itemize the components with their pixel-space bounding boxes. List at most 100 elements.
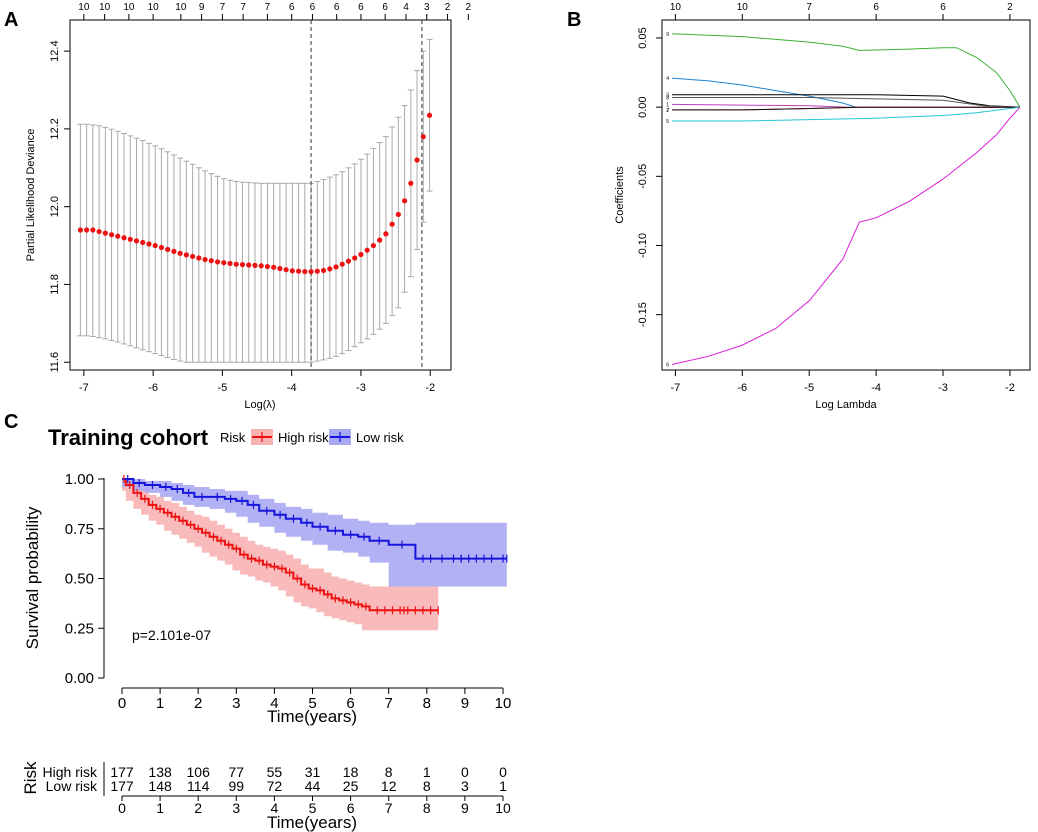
cv-point (296, 268, 302, 274)
y-tick-label: -0.10 (637, 233, 649, 258)
y-tick-label: 1.00 (65, 471, 94, 488)
panel-c-legend: Risk High risk Low risk (220, 429, 404, 445)
cv-point (289, 268, 295, 274)
risk-count-low: 25 (343, 778, 359, 794)
panel-letter-c: C (4, 411, 18, 433)
panel-b-xlabel: Log Lambda (815, 399, 877, 411)
cv-point (339, 261, 345, 267)
risk-count-low: 72 (267, 778, 283, 794)
panel-b-top-axis: 10 10 7 6 6 2 (670, 2, 1013, 20)
risk-table-title: Risk (21, 761, 40, 795)
ci-band-low (122, 479, 507, 587)
cv-point (420, 134, 426, 140)
coef-line-4 (671, 77, 857, 108)
cv-point (190, 253, 196, 260)
y-tick-label: -0.05 (637, 164, 649, 189)
risk-table: Risk High risk Low risk 177 138 106 77 55 31 1… (21, 761, 511, 832)
cv-point (152, 242, 158, 249)
x-tick-label: 10 (495, 695, 512, 712)
risk-x-tick-label: 1 (156, 800, 164, 816)
x-tick-label: -7 (79, 382, 89, 394)
risk-row-label-low: Low risk (46, 778, 98, 794)
top-tick-label: 10 (175, 2, 187, 13)
risk-count-low: 177 (110, 778, 134, 794)
x-tick-label: -3 (938, 382, 948, 394)
top-tick-label: 7 (265, 2, 271, 13)
cv-point (414, 157, 420, 163)
risk-count-high: 31 (305, 764, 321, 780)
panel-c-censor-marks (123, 475, 508, 615)
risk-x-tick-label: 6 (347, 800, 355, 816)
top-tick-label: 10 (123, 2, 135, 13)
top-tick-label: 3 (424, 2, 430, 13)
x-tick-label: 0 (118, 695, 126, 712)
panel-c-ci-bands (122, 479, 507, 631)
risk-x-tick-label: 3 (232, 800, 240, 816)
cv-point (377, 237, 383, 243)
top-tick-label: 2 (445, 2, 451, 13)
panel-a-frame (69, 19, 452, 371)
risk-x-tick-label: 5 (309, 800, 317, 816)
cv-point (358, 251, 364, 258)
panel-b-y-ticks: 0.05 0.00 -0.05 -0.10 -0.15 (637, 27, 662, 327)
top-tick-label: 10 (78, 2, 90, 13)
x-tick-label: -4 (287, 382, 297, 394)
cv-point (352, 255, 358, 261)
y-tick-label: 0.25 (65, 620, 94, 637)
cv-point (345, 258, 352, 264)
y-tick-label: 11.8 (49, 274, 61, 295)
x-tick-label: -2 (1005, 382, 1015, 394)
y-tick-label: 0.00 (637, 96, 649, 117)
top-tick-label: 10 (670, 2, 682, 13)
top-tick-label: 6 (940, 2, 946, 13)
panel-c-xlabel: Time(years) (267, 707, 357, 726)
x-tick-label: 1 (156, 695, 164, 712)
x-tick-label: -2 (425, 382, 435, 394)
survival-curve-low (122, 478, 507, 560)
risk-count-low: 3 (461, 778, 469, 794)
risk-table-x-ticks: 0 1 2 3 4 5 6 7 8 9 10 (118, 796, 511, 816)
risk-count-low: 114 (187, 778, 210, 794)
coef-line-label: 5 (666, 119, 669, 125)
x-tick-label: -5 (218, 382, 228, 394)
panel-c-pvalue: p=2.101e-07 (132, 627, 211, 643)
cv-point (196, 255, 202, 261)
legend-label-low-risk: Low risk (356, 430, 404, 445)
risk-x-tick-label: 9 (461, 800, 469, 816)
risk-x-tick-label: 2 (194, 800, 202, 816)
x-tick-label: 8 (423, 695, 431, 712)
legend-item-low-risk (329, 429, 351, 445)
cv-point (165, 246, 171, 253)
panel-letter-a: A (4, 9, 18, 31)
cv-point (333, 264, 339, 270)
risk-count-high: 8 (385, 764, 393, 780)
cv-point (277, 265, 283, 272)
top-tick-label: 2 (1007, 2, 1013, 13)
x-tick-label: 7 (385, 695, 393, 712)
cv-point (127, 236, 133, 242)
top-tick-label: 6 (334, 2, 340, 13)
coef-line-label: 7 (666, 108, 669, 114)
risk-count-low: 12 (381, 778, 397, 794)
y-tick-label: 0.05 (637, 27, 649, 48)
cv-point (115, 233, 121, 239)
risk-count-high: 55 (267, 764, 283, 780)
cv-point (327, 266, 333, 272)
cv-point (121, 235, 127, 241)
cv-point (408, 180, 414, 186)
risk-count-low: 1 (499, 778, 507, 794)
risk-x-tick-label: 4 (271, 800, 279, 816)
cv-point (102, 230, 108, 236)
cv-point (320, 267, 327, 274)
y-tick-label: 0.75 (65, 521, 94, 538)
coef-line-6 (671, 106, 1021, 365)
cv-point (77, 227, 83, 233)
coef-line-9 (671, 33, 1021, 108)
top-tick-label: 2 (466, 2, 472, 13)
cv-point (140, 239, 146, 246)
risk-count-low: 8 (423, 778, 431, 794)
cv-point (302, 269, 308, 275)
coef-line-5 (672, 106, 1021, 122)
risk-count-high: 18 (343, 764, 359, 780)
